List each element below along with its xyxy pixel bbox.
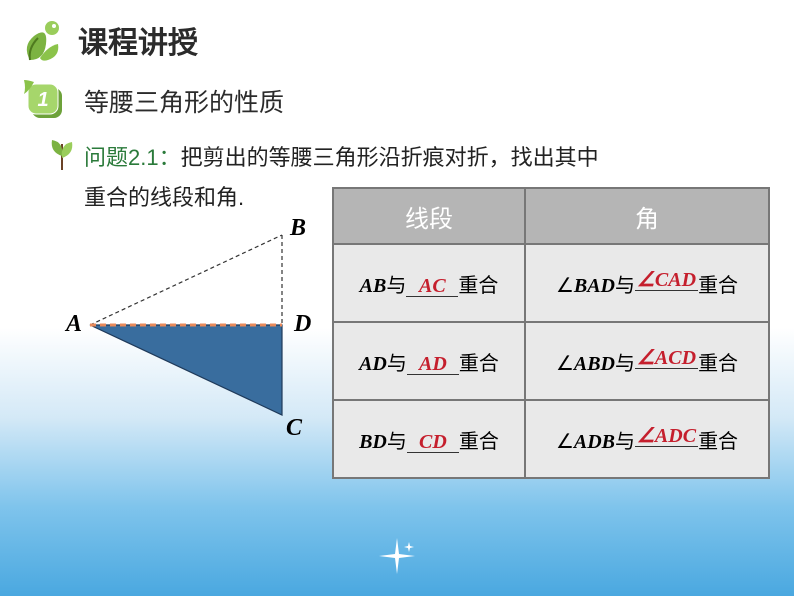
vertex-D: D <box>294 311 311 338</box>
coincidence-table: 线段 角 AB与AC重合 ∠BAD与∠CAD重合 AD与AD重合 ∠ABD与∠A… <box>332 187 770 479</box>
question-label: 问题2.1： <box>84 145 181 170</box>
header-segment: 线段 <box>333 188 525 244</box>
table-row: AB与AC重合 ∠BAD与∠CAD重合 <box>333 244 769 322</box>
svg-text:1: 1 <box>37 89 48 111</box>
leaf-icon <box>48 138 76 172</box>
header-angle: 角 <box>525 188 769 244</box>
triangle-diagram: A B D C <box>72 197 327 477</box>
logo-icon <box>18 16 66 64</box>
section-subtitle: 等腰三角形的性质 <box>84 83 284 119</box>
table-row: BD与CD重合 ∠ADB与∠ADC重合 <box>333 400 769 478</box>
vertex-C: C <box>286 415 302 442</box>
section-number-badge: 1 <box>24 80 66 122</box>
vertex-A: A <box>66 311 82 338</box>
page-title: 课程讲授 <box>78 18 198 62</box>
table-row: AD与AD重合 ∠ABD与∠ACD重合 <box>333 322 769 400</box>
sparkle-icon <box>377 536 417 581</box>
vertex-B: B <box>290 215 306 242</box>
